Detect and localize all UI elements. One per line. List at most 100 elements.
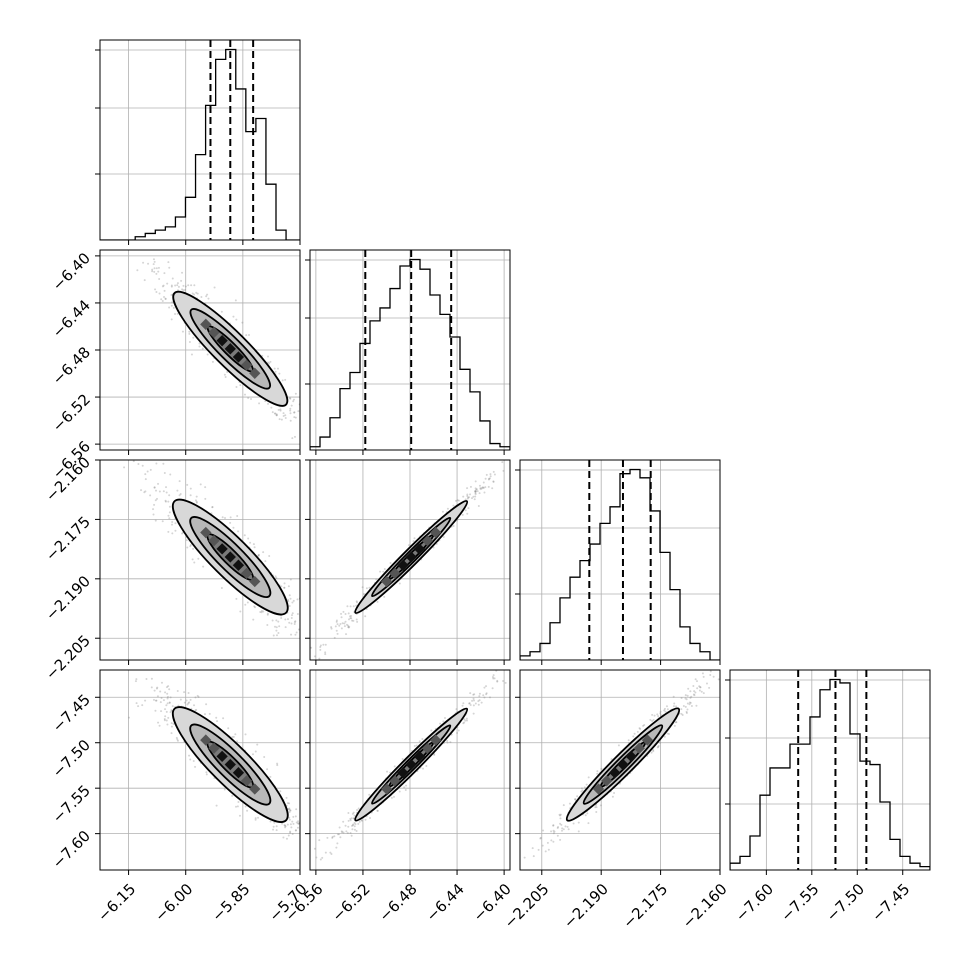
- scatter-point: [168, 494, 171, 497]
- scatter-point: [393, 765, 396, 768]
- scatter-point: [204, 497, 207, 500]
- scatter-point: [141, 464, 144, 467]
- scatter-point: [329, 845, 331, 847]
- scatter-point: [295, 829, 298, 832]
- scatter-point: [345, 830, 348, 833]
- scatter-point: [474, 490, 477, 493]
- scatter-point: [166, 282, 169, 285]
- scatter-point: [474, 493, 477, 496]
- scatter-point: [488, 696, 491, 699]
- scatter-point: [688, 703, 691, 706]
- scatter-point: [349, 605, 352, 608]
- contour-group: [171, 706, 289, 823]
- scatter-point: [269, 775, 272, 778]
- scatter-point: [195, 495, 198, 498]
- scatter-point: [346, 831, 349, 834]
- scatter-point: [389, 771, 392, 774]
- scatter-point: [134, 680, 137, 683]
- scatter-point: [577, 830, 580, 833]
- scatter-point: [580, 787, 583, 790]
- histogram-2: [520, 468, 720, 660]
- x-tick-label: −6.48: [376, 880, 421, 925]
- scatter-point: [239, 610, 242, 613]
- scatter-point: [135, 678, 138, 681]
- scatter-point: [652, 750, 655, 753]
- scatter-point: [176, 312, 179, 315]
- scatter-point: [153, 267, 156, 270]
- scatter-point: [478, 699, 481, 702]
- scatter-point: [694, 678, 697, 681]
- scatter-point: [696, 687, 699, 690]
- scatter-point: [690, 695, 693, 698]
- scatter-point: [313, 423, 315, 425]
- scatter-point: [289, 397, 292, 400]
- scatter-point: [566, 825, 569, 828]
- scatter-point: [267, 402, 270, 405]
- scatter-point: [170, 284, 173, 287]
- scatter-point: [693, 694, 696, 697]
- scatter-point: [491, 487, 494, 490]
- scatter-point: [477, 703, 480, 706]
- scatter-point: [170, 294, 173, 297]
- scatter-point: [672, 695, 675, 698]
- scatter-point: [167, 685, 170, 688]
- scatter-point: [176, 489, 179, 492]
- scatter-point: [347, 618, 350, 621]
- scatter-point: [196, 694, 199, 697]
- scatter-point: [151, 268, 154, 271]
- scatter-point: [491, 687, 494, 690]
- scatter-point: [254, 606, 257, 609]
- scatter-point: [587, 776, 590, 779]
- scatter-point: [229, 516, 232, 519]
- scatter-point: [203, 713, 206, 716]
- scatter-point: [221, 516, 224, 519]
- scatter-point: [177, 289, 180, 292]
- scatter-point: [467, 507, 470, 510]
- scatter-point: [472, 697, 475, 700]
- scatter-point: [306, 835, 308, 837]
- scatter-point: [329, 851, 332, 854]
- scatter-point: [275, 626, 278, 629]
- scatter-point: [158, 490, 161, 493]
- scatter-point: [288, 816, 291, 819]
- scatter-point: [215, 804, 218, 807]
- scatter-point: [541, 844, 544, 847]
- scatter-point: [504, 681, 507, 684]
- scatter-point: [127, 716, 130, 719]
- scatter-point: [302, 656, 304, 658]
- scatter-point: [352, 619, 355, 622]
- scatter-point: [362, 593, 365, 596]
- scatter-point: [532, 855, 535, 858]
- scatter-point: [651, 719, 654, 722]
- scatter-point: [152, 698, 155, 701]
- scatter-point: [485, 693, 488, 696]
- scatter-point: [284, 416, 287, 419]
- scatter-point: [319, 645, 322, 648]
- scatter-point: [413, 744, 416, 747]
- scatter-point: [552, 824, 555, 827]
- x-tick-label: −6.44: [423, 880, 468, 925]
- y-tick-label: −6.44: [49, 296, 94, 341]
- scatter-point: [580, 790, 583, 793]
- scatter-point: [275, 629, 278, 632]
- scatter-point: [317, 629, 319, 631]
- panel-3-2: [515, 669, 721, 875]
- scatter-point: [283, 824, 286, 827]
- scatter-point: [689, 696, 692, 699]
- scatter-point: [284, 618, 287, 621]
- scatter-point: [347, 612, 350, 615]
- scatter-point: [347, 811, 350, 814]
- scatter-point: [478, 695, 481, 698]
- scatter-point: [114, 447, 116, 449]
- scatter-point: [171, 301, 174, 304]
- scatter-point: [586, 812, 589, 815]
- scatter-point: [189, 487, 192, 490]
- scatter-point: [266, 361, 269, 364]
- contour-group: [354, 500, 469, 614]
- scatter-point: [345, 623, 348, 626]
- scatter-point: [286, 823, 289, 826]
- scatter-point: [193, 561, 196, 564]
- scatter-point: [291, 437, 294, 440]
- scatter-point: [155, 699, 158, 702]
- scatter-point: [407, 544, 410, 547]
